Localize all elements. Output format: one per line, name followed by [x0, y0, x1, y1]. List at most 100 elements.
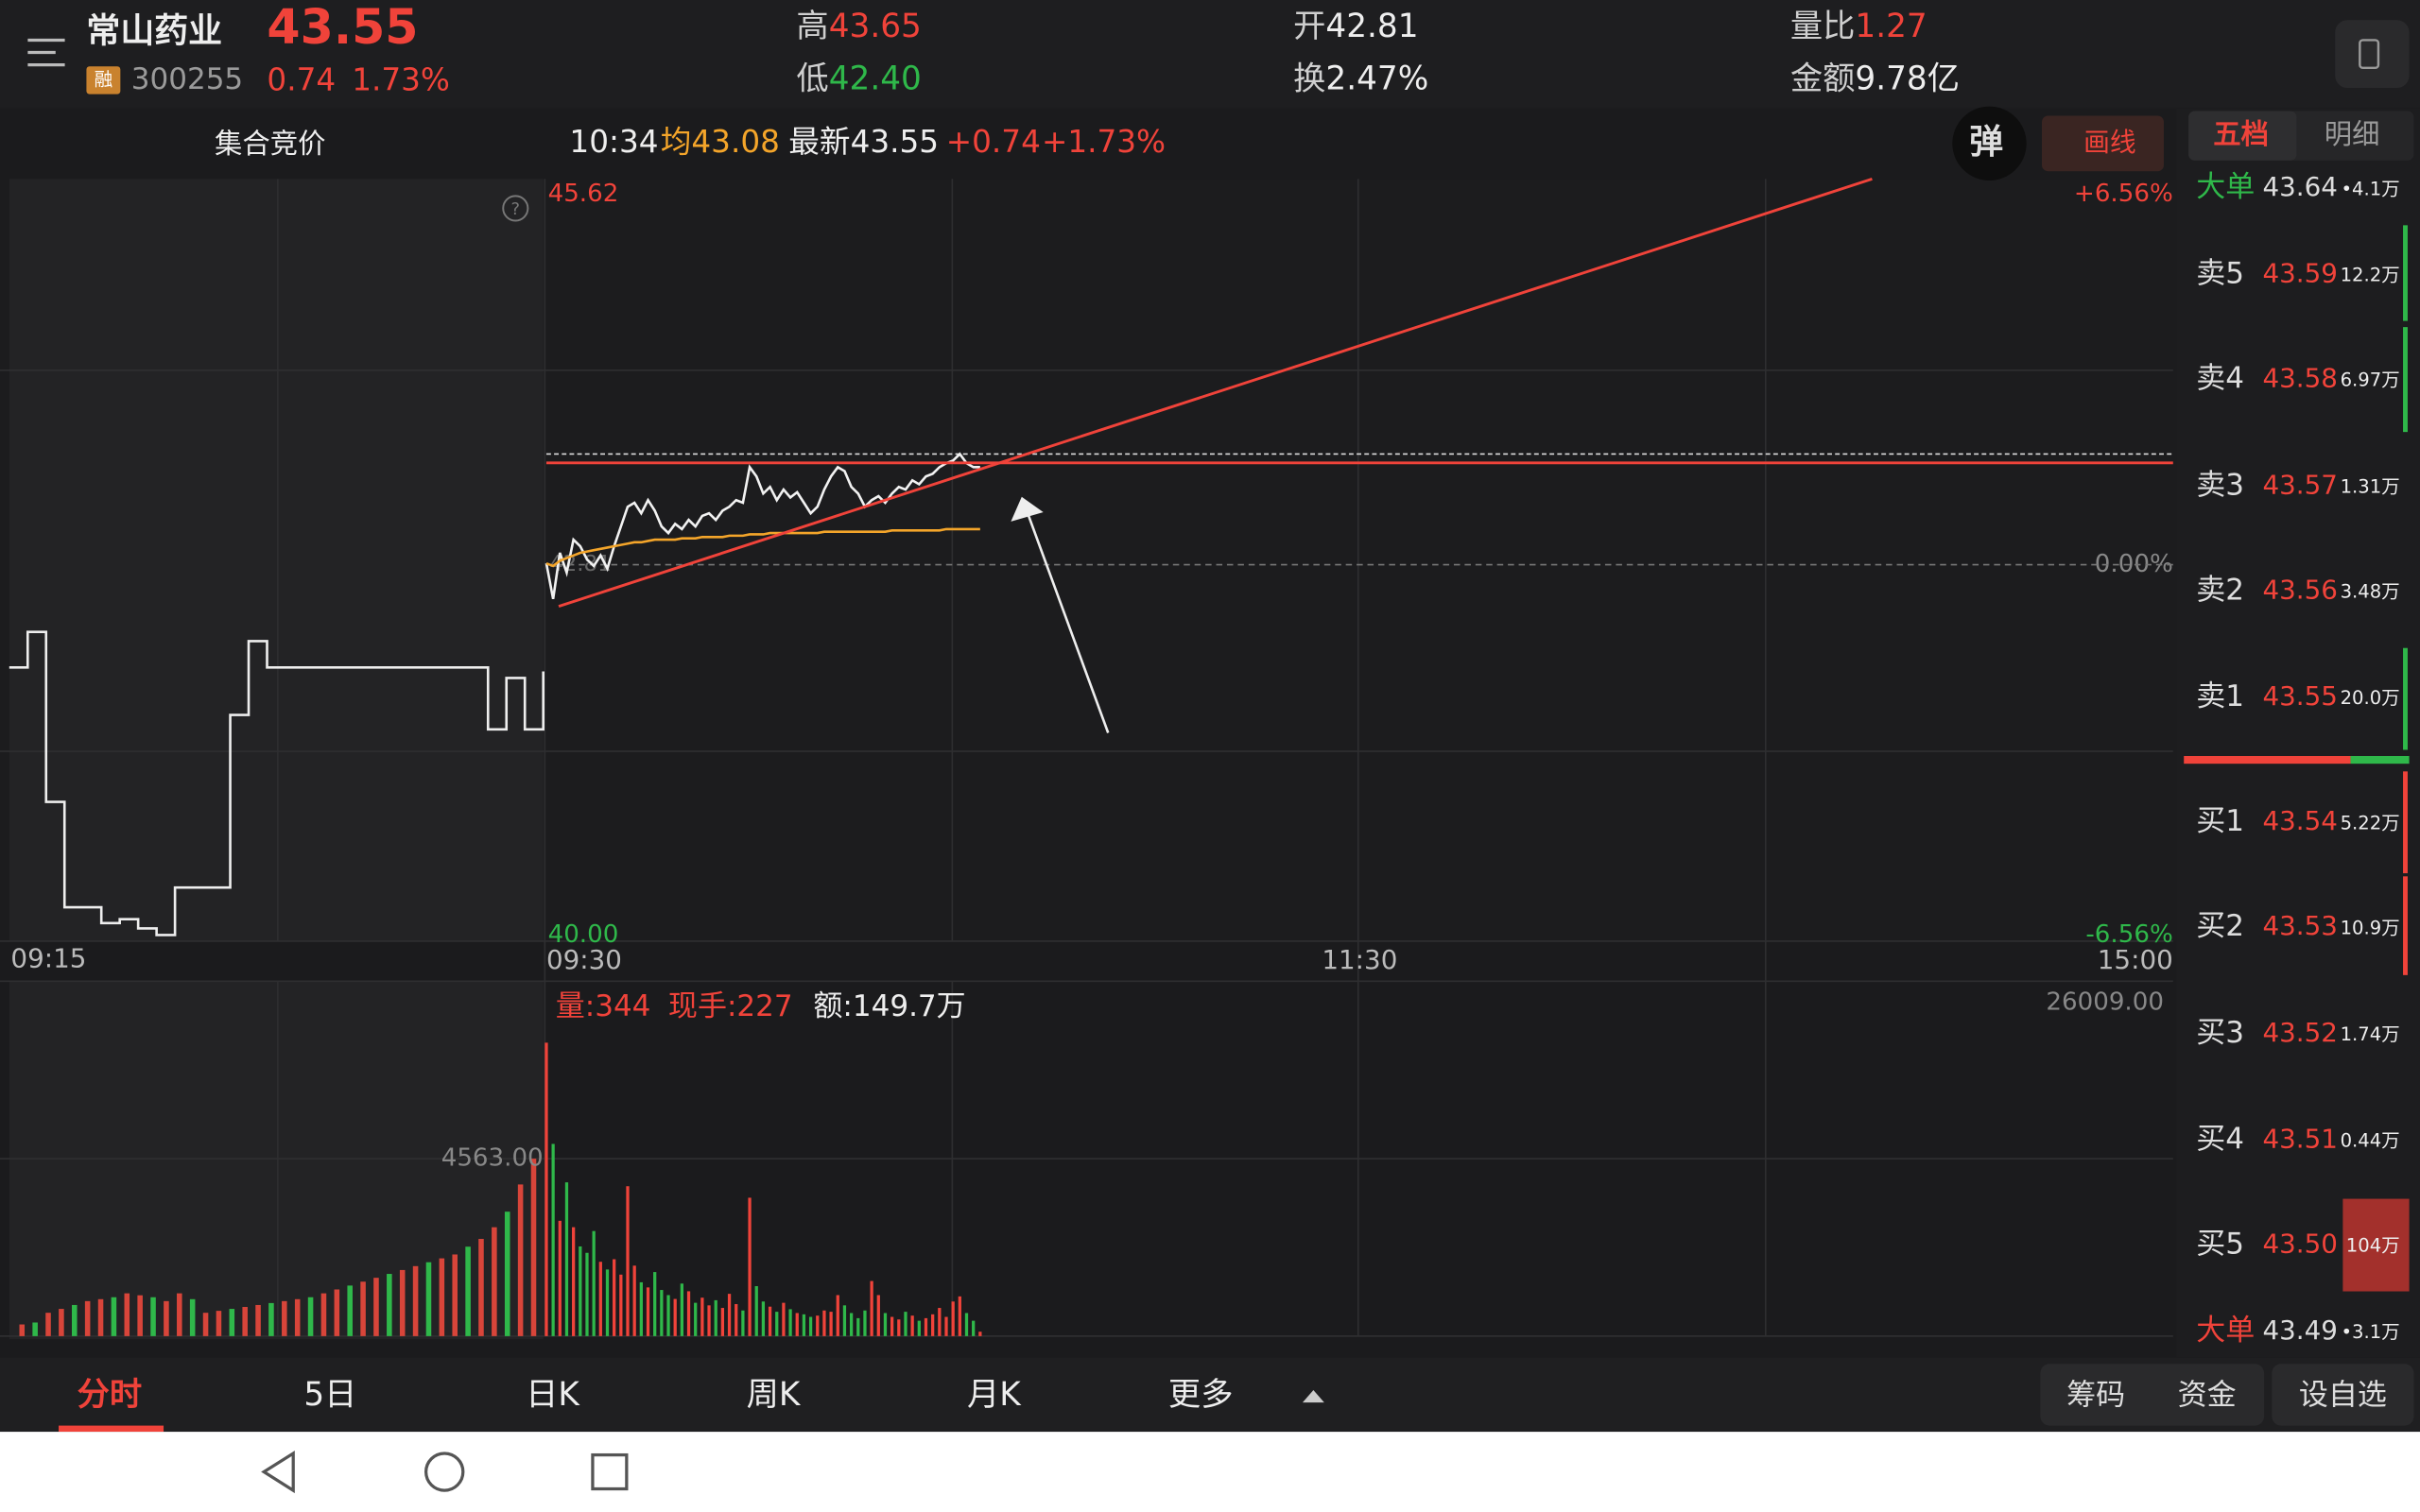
auction-volume-bar [307, 1297, 314, 1336]
help-icon[interactable] [502, 195, 529, 222]
auction-volume-bar [150, 1297, 156, 1336]
nav-back[interactable] [261, 1450, 295, 1494]
auction-volume-bar [32, 1322, 38, 1336]
volume-bar [924, 1317, 928, 1336]
order-price: 43.64 [2262, 171, 2337, 202]
depth-indicator [2403, 647, 2408, 750]
stat-value: 42.40 [829, 60, 922, 97]
order-price: 43.51 [2262, 1124, 2337, 1155]
auction-volume-bar [242, 1307, 248, 1336]
volume-bar [585, 1252, 589, 1336]
order-label: 卖4 [2196, 362, 2244, 396]
order-price: 43.53 [2262, 910, 2337, 941]
volume-bar [897, 1319, 901, 1336]
pop-button[interactable] [1952, 106, 2027, 181]
auction-volume-bar [111, 1297, 117, 1336]
nav-home[interactable] [424, 1452, 465, 1492]
volume-bar [605, 1269, 610, 1336]
pct-tick-label: -6.56% [2085, 920, 2172, 949]
tab[interactable]: 更多 [1168, 1376, 1234, 1414]
volume-bar [748, 1197, 752, 1336]
order-price: 43.54 [2262, 805, 2337, 836]
draw-button[interactable] [2042, 115, 2164, 172]
device-button[interactable] [2335, 20, 2410, 89]
auction-volume-bar [530, 1159, 537, 1336]
stat-value: 1.27 [1855, 8, 1927, 45]
order-price: 43.57 [2262, 469, 2337, 500]
order-price: 43.59 [2262, 258, 2337, 289]
spread-bar-green [2350, 756, 2410, 765]
tab[interactable]: 5日 [303, 1376, 356, 1414]
order-price: 43.49 [2262, 1314, 2337, 1346]
order-label: 卖3 [2196, 468, 2244, 502]
auction-volume-bar [294, 1298, 301, 1336]
stat-value: 42.81 [1325, 8, 1418, 45]
side-tab[interactable]: 筹码 [2066, 1379, 2125, 1413]
stat-label: 高 [796, 8, 828, 45]
volume-bar [972, 1320, 976, 1336]
volume-tick-label: 26009.00 [2046, 988, 2164, 1017]
auction-volume-bar [59, 1309, 64, 1336]
order-label: 买2 [2196, 909, 2244, 943]
arrow-shaft [1027, 513, 1110, 733]
stat-value: 9.78亿 [1855, 60, 1960, 97]
depth-indicator [2403, 876, 2408, 975]
tab[interactable]: 月K [967, 1376, 1022, 1414]
price-line [544, 452, 980, 600]
menu-icon[interactable] [27, 38, 65, 67]
auction-label: 集合竞价 [215, 128, 326, 160]
order-qty: 3.48万 [2341, 580, 2400, 602]
auction-volume-bar [478, 1239, 484, 1336]
volume-bar [646, 1287, 650, 1336]
tab[interactable]: 分时 [78, 1376, 143, 1414]
orderbook-tab[interactable]: 五档 [2213, 118, 2269, 150]
nav-recent[interactable] [591, 1452, 629, 1491]
volume-bar [775, 1312, 779, 1336]
volume-info: 量:344 [556, 989, 651, 1023]
order-price: 43.50 [2262, 1228, 2337, 1260]
volume-info: 额:149.7万 [813, 989, 965, 1023]
side-tab[interactable]: 资金 [2178, 1379, 2237, 1413]
orderbook-tab-active[interactable] [2188, 111, 2297, 161]
margin-tag: 融 [95, 68, 113, 90]
change: +0.74 [946, 124, 1041, 160]
volume-bar [816, 1315, 820, 1336]
volume-bar [694, 1302, 698, 1336]
volume-bar [754, 1285, 758, 1336]
auction-volume-bar [504, 1211, 510, 1336]
depth-indicator [2403, 225, 2408, 321]
volume-bar [802, 1314, 806, 1336]
auction-pane [9, 179, 544, 941]
orderbook-tab[interactable]: 明细 [2325, 118, 2380, 150]
auction-volume-bar [177, 1293, 182, 1336]
volume-bar [707, 1305, 711, 1336]
draw-text[interactable]: 画线 [2083, 127, 2136, 158]
tab[interactable]: 日K [526, 1376, 580, 1414]
order-price: 43.52 [2262, 1017, 2337, 1048]
order-label: 大单 [2196, 170, 2255, 204]
more-arrow[interactable] [1302, 1390, 1324, 1403]
volume-bar [951, 1301, 955, 1336]
order-qty: 5.22万 [2341, 812, 2400, 833]
tab[interactable]: 周K [747, 1376, 802, 1414]
auction-volume-bar [412, 1265, 419, 1336]
volume-bar [653, 1272, 657, 1336]
stock-price: 43.55 [267, 0, 418, 55]
volume-bar [768, 1306, 772, 1336]
volume-bar [917, 1320, 921, 1336]
auction-volume-bar [282, 1300, 287, 1336]
volume-bar [666, 1295, 670, 1336]
volume-bar [544, 1042, 548, 1336]
pop-text[interactable]: 弹 [1969, 123, 2003, 162]
y-tick-label: 40.00 [548, 920, 619, 949]
volume-bar [727, 1294, 732, 1336]
order-label: 大单 [2196, 1314, 2255, 1348]
volume-bar [836, 1295, 839, 1336]
volume-bar [890, 1316, 894, 1336]
stat-value: 2.47% [1325, 60, 1428, 97]
volume-bar [741, 1310, 745, 1336]
order-label: 买3 [2196, 1016, 2244, 1050]
volume-bar [632, 1265, 636, 1336]
side-tab[interactable]: 设自选 [2299, 1379, 2387, 1413]
